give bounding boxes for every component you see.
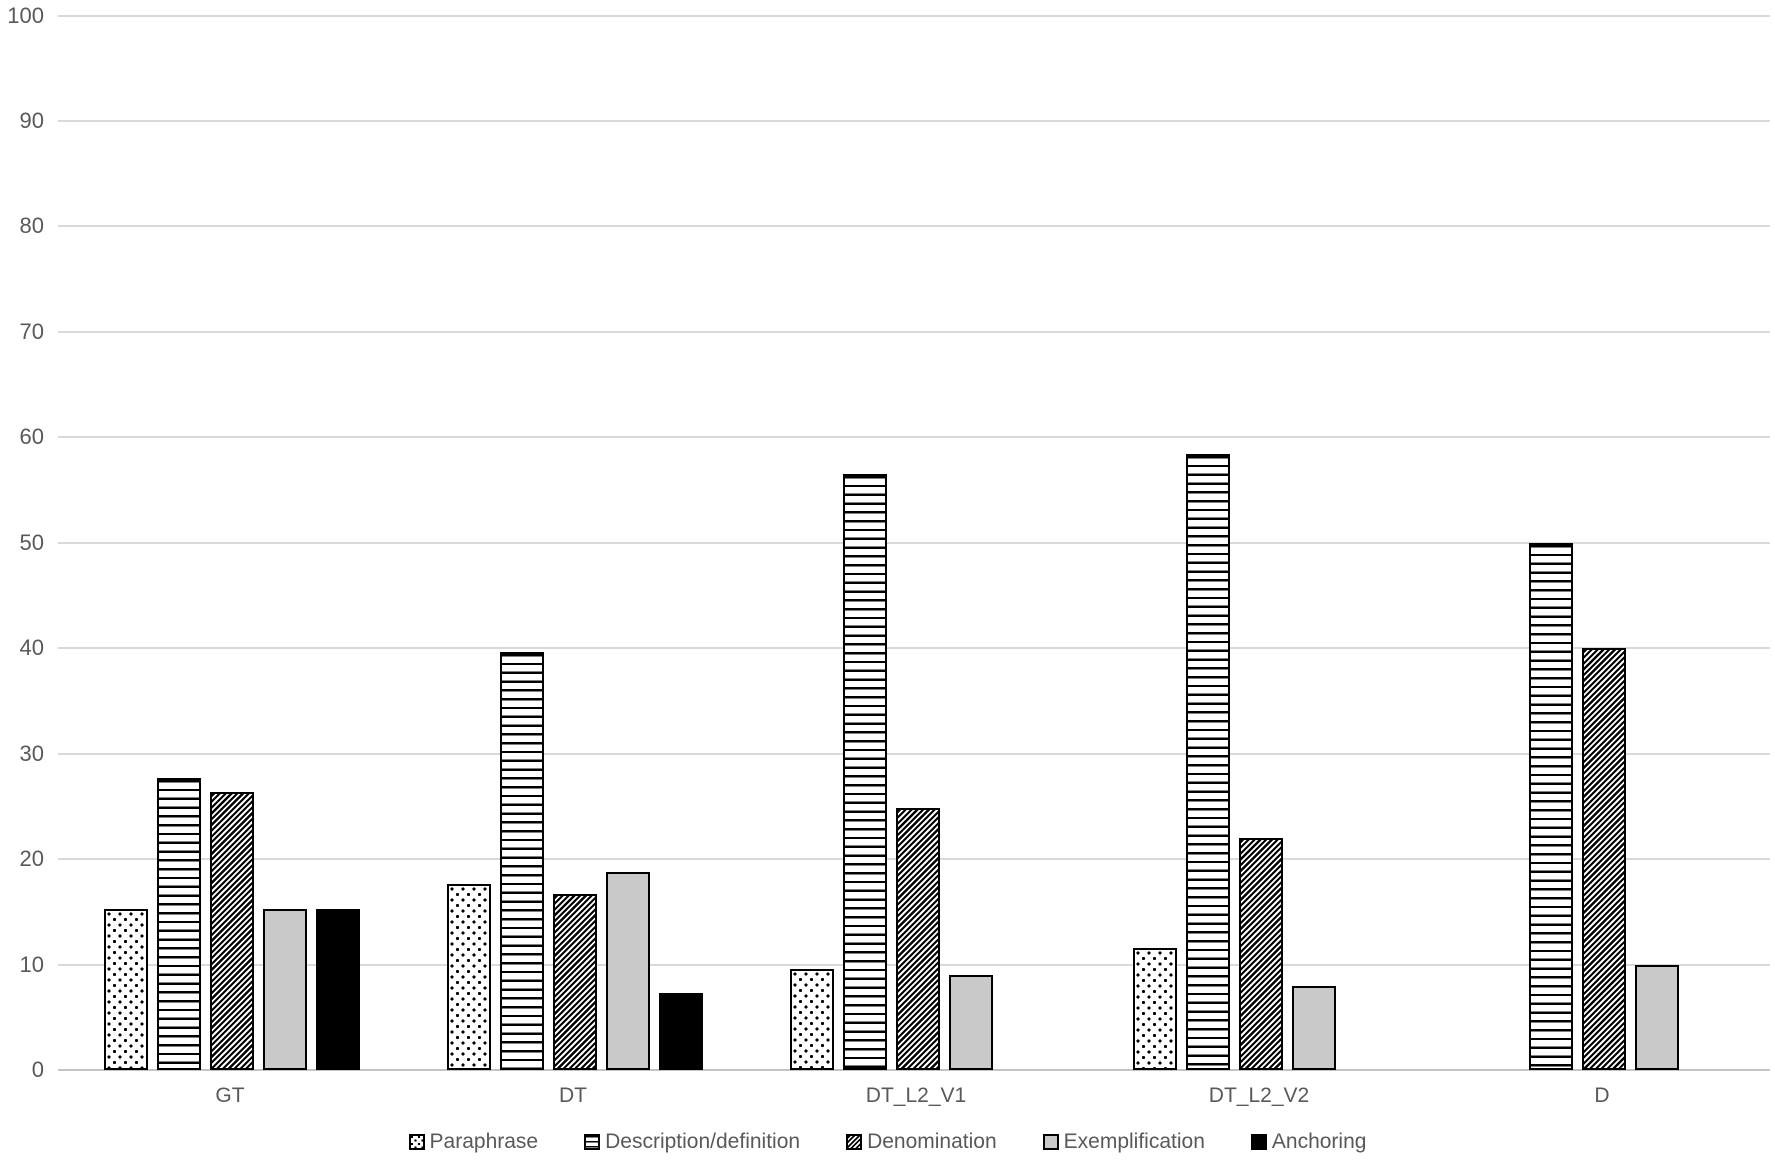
legend-label: Paraphrase	[429, 1130, 539, 1153]
y-tick-label-20: 20	[19, 846, 44, 872]
legend-label: Exemplification	[1063, 1130, 1205, 1153]
legend-item-anchoring: Anchoring	[1250, 1130, 1367, 1154]
bar-exemplification-dt_l2_v1	[948, 975, 993, 1070]
bar-paraphrase-dt_l2_v1	[789, 968, 834, 1070]
y-tick-label-10: 10	[19, 951, 44, 977]
gridline-y-70	[58, 330, 1770, 333]
legend-swatch-diagonal-icon	[846, 1134, 863, 1150]
legend-swatch-solid-gray-icon	[1042, 1134, 1059, 1150]
legend-label: Description/definition	[605, 1130, 801, 1153]
y-tick-label-70: 70	[19, 318, 44, 344]
x-axis-line	[58, 1069, 1770, 1071]
y-tick-label-60: 60	[19, 424, 44, 450]
bar-exemplification-d	[1634, 964, 1679, 1070]
legend-label: Denomination	[867, 1130, 997, 1153]
legend-item-description-definition: Description/definition	[584, 1130, 800, 1154]
gridline-y-80	[58, 225, 1770, 228]
bar-exemplification-dt	[605, 871, 650, 1070]
legend-swatch-solid-black-icon	[1250, 1134, 1267, 1150]
legend-label: Anchoring	[1271, 1130, 1367, 1153]
gridline-y-90	[58, 119, 1770, 122]
bar-exemplification-dt_l2_v2	[1291, 985, 1336, 1070]
y-tick-label-80: 80	[19, 213, 44, 239]
bar-denomination-dt_l2_v2	[1238, 838, 1283, 1070]
y-tick-label-90: 90	[19, 107, 44, 133]
bar-description-definition-d	[1528, 542, 1573, 1070]
legend-swatch-dots-icon	[408, 1134, 425, 1150]
y-tick-label-30: 30	[19, 740, 44, 766]
x-category-label-gt: GT	[215, 1084, 245, 1107]
bar-denomination-dt_l2_v1	[895, 808, 940, 1070]
gridline-y-30	[58, 752, 1770, 755]
y-tick-label-50: 50	[19, 529, 44, 555]
bar-denomination-dt	[552, 893, 597, 1070]
gridline-y-40	[58, 647, 1770, 650]
bar-description-definition-gt	[156, 777, 201, 1070]
y-tick-label-100: 100	[7, 2, 44, 28]
bar-description-definition-dt	[499, 652, 544, 1070]
legend-item-exemplification: Exemplification	[1042, 1130, 1205, 1154]
bar-anchoring-gt	[315, 908, 360, 1070]
bar-denomination-d	[1581, 648, 1626, 1070]
legend-item-denomination: Denomination	[846, 1130, 997, 1154]
bar-description-definition-dt_l2_v1	[842, 474, 887, 1070]
y-tick-label-0: 0	[31, 1057, 44, 1082]
gridline-y-50	[58, 541, 1770, 544]
x-category-label-d: D	[1594, 1084, 1610, 1107]
chart-legend: Paraphrase Description/definition Denomina…	[0, 1130, 1775, 1154]
legend-item-paraphrase: Paraphrase	[408, 1130, 539, 1154]
bar-denomination-gt	[209, 791, 254, 1070]
bar-paraphrase-dt_l2_v2	[1132, 947, 1177, 1070]
y-tick-label-40: 40	[19, 635, 44, 661]
bar-paraphrase-dt	[446, 884, 491, 1070]
gridline-y-100	[58, 14, 1770, 17]
bar-paraphrase-gt	[103, 908, 148, 1070]
x-category-label-dt_l2_v2: DT_L2_V2	[1208, 1084, 1310, 1107]
gridline-y-60	[58, 436, 1770, 439]
bar-description-definition-dt_l2_v2	[1185, 454, 1230, 1070]
bar-exemplification-gt	[262, 908, 307, 1070]
legend-swatch-hlines-icon	[584, 1134, 601, 1150]
bar-anchoring-dt	[658, 993, 703, 1070]
x-category-label-dt_l2_v1: DT_L2_V1	[865, 1084, 967, 1107]
x-category-label-dt: DT	[559, 1084, 587, 1107]
